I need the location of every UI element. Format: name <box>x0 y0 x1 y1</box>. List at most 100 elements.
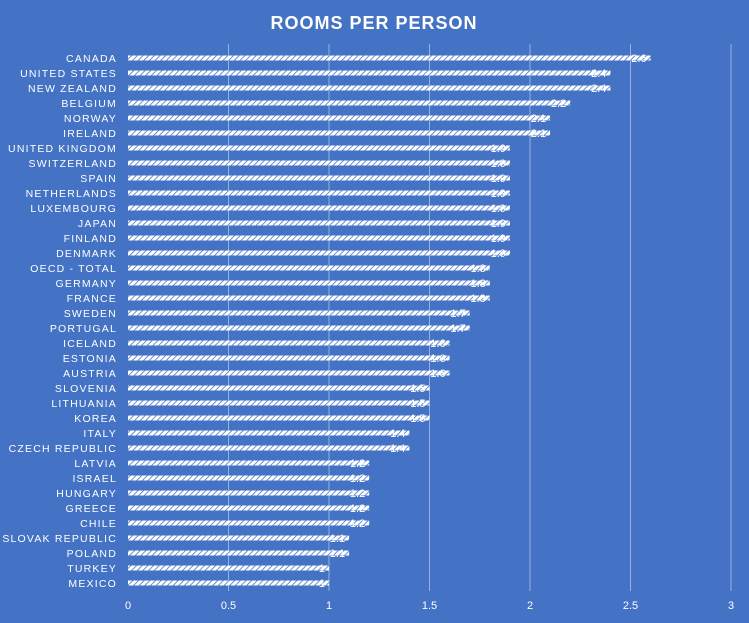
bar <box>128 445 410 451</box>
bar <box>128 130 551 136</box>
bar <box>128 460 370 466</box>
data-label: 1.2 <box>350 503 365 515</box>
data-labels: 2.6 2.4 2.4 2.2 2.1 2.1 1.9 1.9 1.9 1.9 1.9 1.9 1.9 1… <box>319 53 647 590</box>
category-label: ISRAEL <box>72 473 117 485</box>
category-label: SWEDEN <box>64 308 117 320</box>
category-label: GERMANY <box>56 278 118 290</box>
data-label: 1.6 <box>430 353 445 365</box>
bar <box>128 550 350 556</box>
bar <box>128 250 510 256</box>
bar <box>128 295 490 301</box>
data-label: 1.4 <box>390 428 405 440</box>
category-label: SWITZERLAND <box>29 158 117 170</box>
category-labels: CANADA UNITED STATES NEW ZEALAND BELGIUM NOR… <box>2 53 118 590</box>
data-label: 1.7 <box>450 323 465 335</box>
category-label: CANADA <box>66 53 117 65</box>
bar <box>128 520 370 526</box>
data-label: 1.8 <box>471 278 486 290</box>
category-label: JAPAN <box>78 218 117 230</box>
category-label: FRANCE <box>67 293 117 305</box>
data-label: 1 <box>319 563 325 575</box>
bar <box>128 385 430 391</box>
data-label: 1.9 <box>491 203 506 215</box>
bar <box>128 415 430 421</box>
category-label: LITHUANIA <box>51 398 117 410</box>
category-label: ICELAND <box>63 338 117 350</box>
category-label: ESTONIA <box>63 353 117 365</box>
data-label: 1.9 <box>491 173 506 185</box>
bar <box>128 505 370 511</box>
data-label: 2.2 <box>551 98 566 110</box>
data-label: 1.9 <box>491 233 506 245</box>
data-label: 1.5 <box>410 413 425 425</box>
category-label: UNITED STATES <box>20 68 117 80</box>
category-label: UNITED KINGDOM <box>8 143 117 155</box>
bar <box>128 100 571 106</box>
category-label: DENMARK <box>56 248 117 260</box>
category-label: CHILE <box>80 518 117 530</box>
bar <box>128 70 611 76</box>
x-tick-label: 1.5 <box>422 600 437 612</box>
bar <box>128 205 510 211</box>
category-label: PORTUGAL <box>50 323 117 335</box>
bar <box>128 565 329 571</box>
x-tick-label: 2.5 <box>623 600 638 612</box>
bar <box>128 400 430 406</box>
data-label: 1.2 <box>350 488 365 500</box>
data-label: 1.8 <box>471 263 486 275</box>
category-label: FINLAND <box>64 233 117 245</box>
data-label: 1.9 <box>491 248 506 260</box>
data-label: 1.1 <box>330 548 345 560</box>
data-label: 1.9 <box>491 188 506 200</box>
bar <box>128 145 510 151</box>
category-label: AUSTRIA <box>63 368 117 380</box>
x-tick-label: 1 <box>326 600 332 612</box>
bar <box>128 160 510 166</box>
bar <box>128 220 510 226</box>
bar <box>128 190 510 196</box>
category-label: IRELAND <box>63 128 117 140</box>
data-label: 1.6 <box>430 368 445 380</box>
bar <box>128 115 551 121</box>
data-label: 1.4 <box>390 443 405 455</box>
data-label: 1.7 <box>450 308 465 320</box>
category-label: KOREA <box>74 413 117 425</box>
data-label: 1.9 <box>491 143 506 155</box>
bar <box>128 325 470 331</box>
data-label: 2.4 <box>591 68 606 80</box>
bar <box>128 430 410 436</box>
data-label: 1.9 <box>491 218 506 230</box>
data-label: 1.5 <box>410 398 425 410</box>
category-label: LATVIA <box>74 458 117 470</box>
category-label: BELGIUM <box>61 98 117 110</box>
category-label: MEXICO <box>68 578 117 590</box>
category-label: ITALY <box>83 428 117 440</box>
data-label: 1.2 <box>350 518 365 530</box>
bar <box>128 355 450 361</box>
bars <box>128 55 651 586</box>
x-tick-label: 0.5 <box>221 600 236 612</box>
bar <box>128 310 470 316</box>
category-label: NETHERLANDS <box>26 188 117 200</box>
data-label: 1.8 <box>471 293 486 305</box>
category-label: LUXEMBOURG <box>30 203 117 215</box>
category-label: OECD - TOTAL <box>30 263 117 275</box>
data-label: 2.1 <box>531 128 546 140</box>
bar <box>128 370 450 376</box>
bar <box>128 340 450 346</box>
bar <box>128 55 651 61</box>
category-label: TURKEY <box>67 563 117 575</box>
bar <box>128 235 510 241</box>
bar <box>128 475 370 481</box>
bar <box>128 490 370 496</box>
data-label: 1.1 <box>330 533 345 545</box>
data-label: 1.6 <box>430 338 445 350</box>
category-label: SLOVAK REPUBLIC <box>2 533 117 545</box>
category-label: POLAND <box>67 548 117 560</box>
data-label: 1.5 <box>410 383 425 395</box>
chart-title: ROOMS PER PERSON <box>270 13 477 33</box>
category-label: SPAIN <box>80 173 117 185</box>
bar <box>128 580 329 586</box>
bar <box>128 85 611 91</box>
